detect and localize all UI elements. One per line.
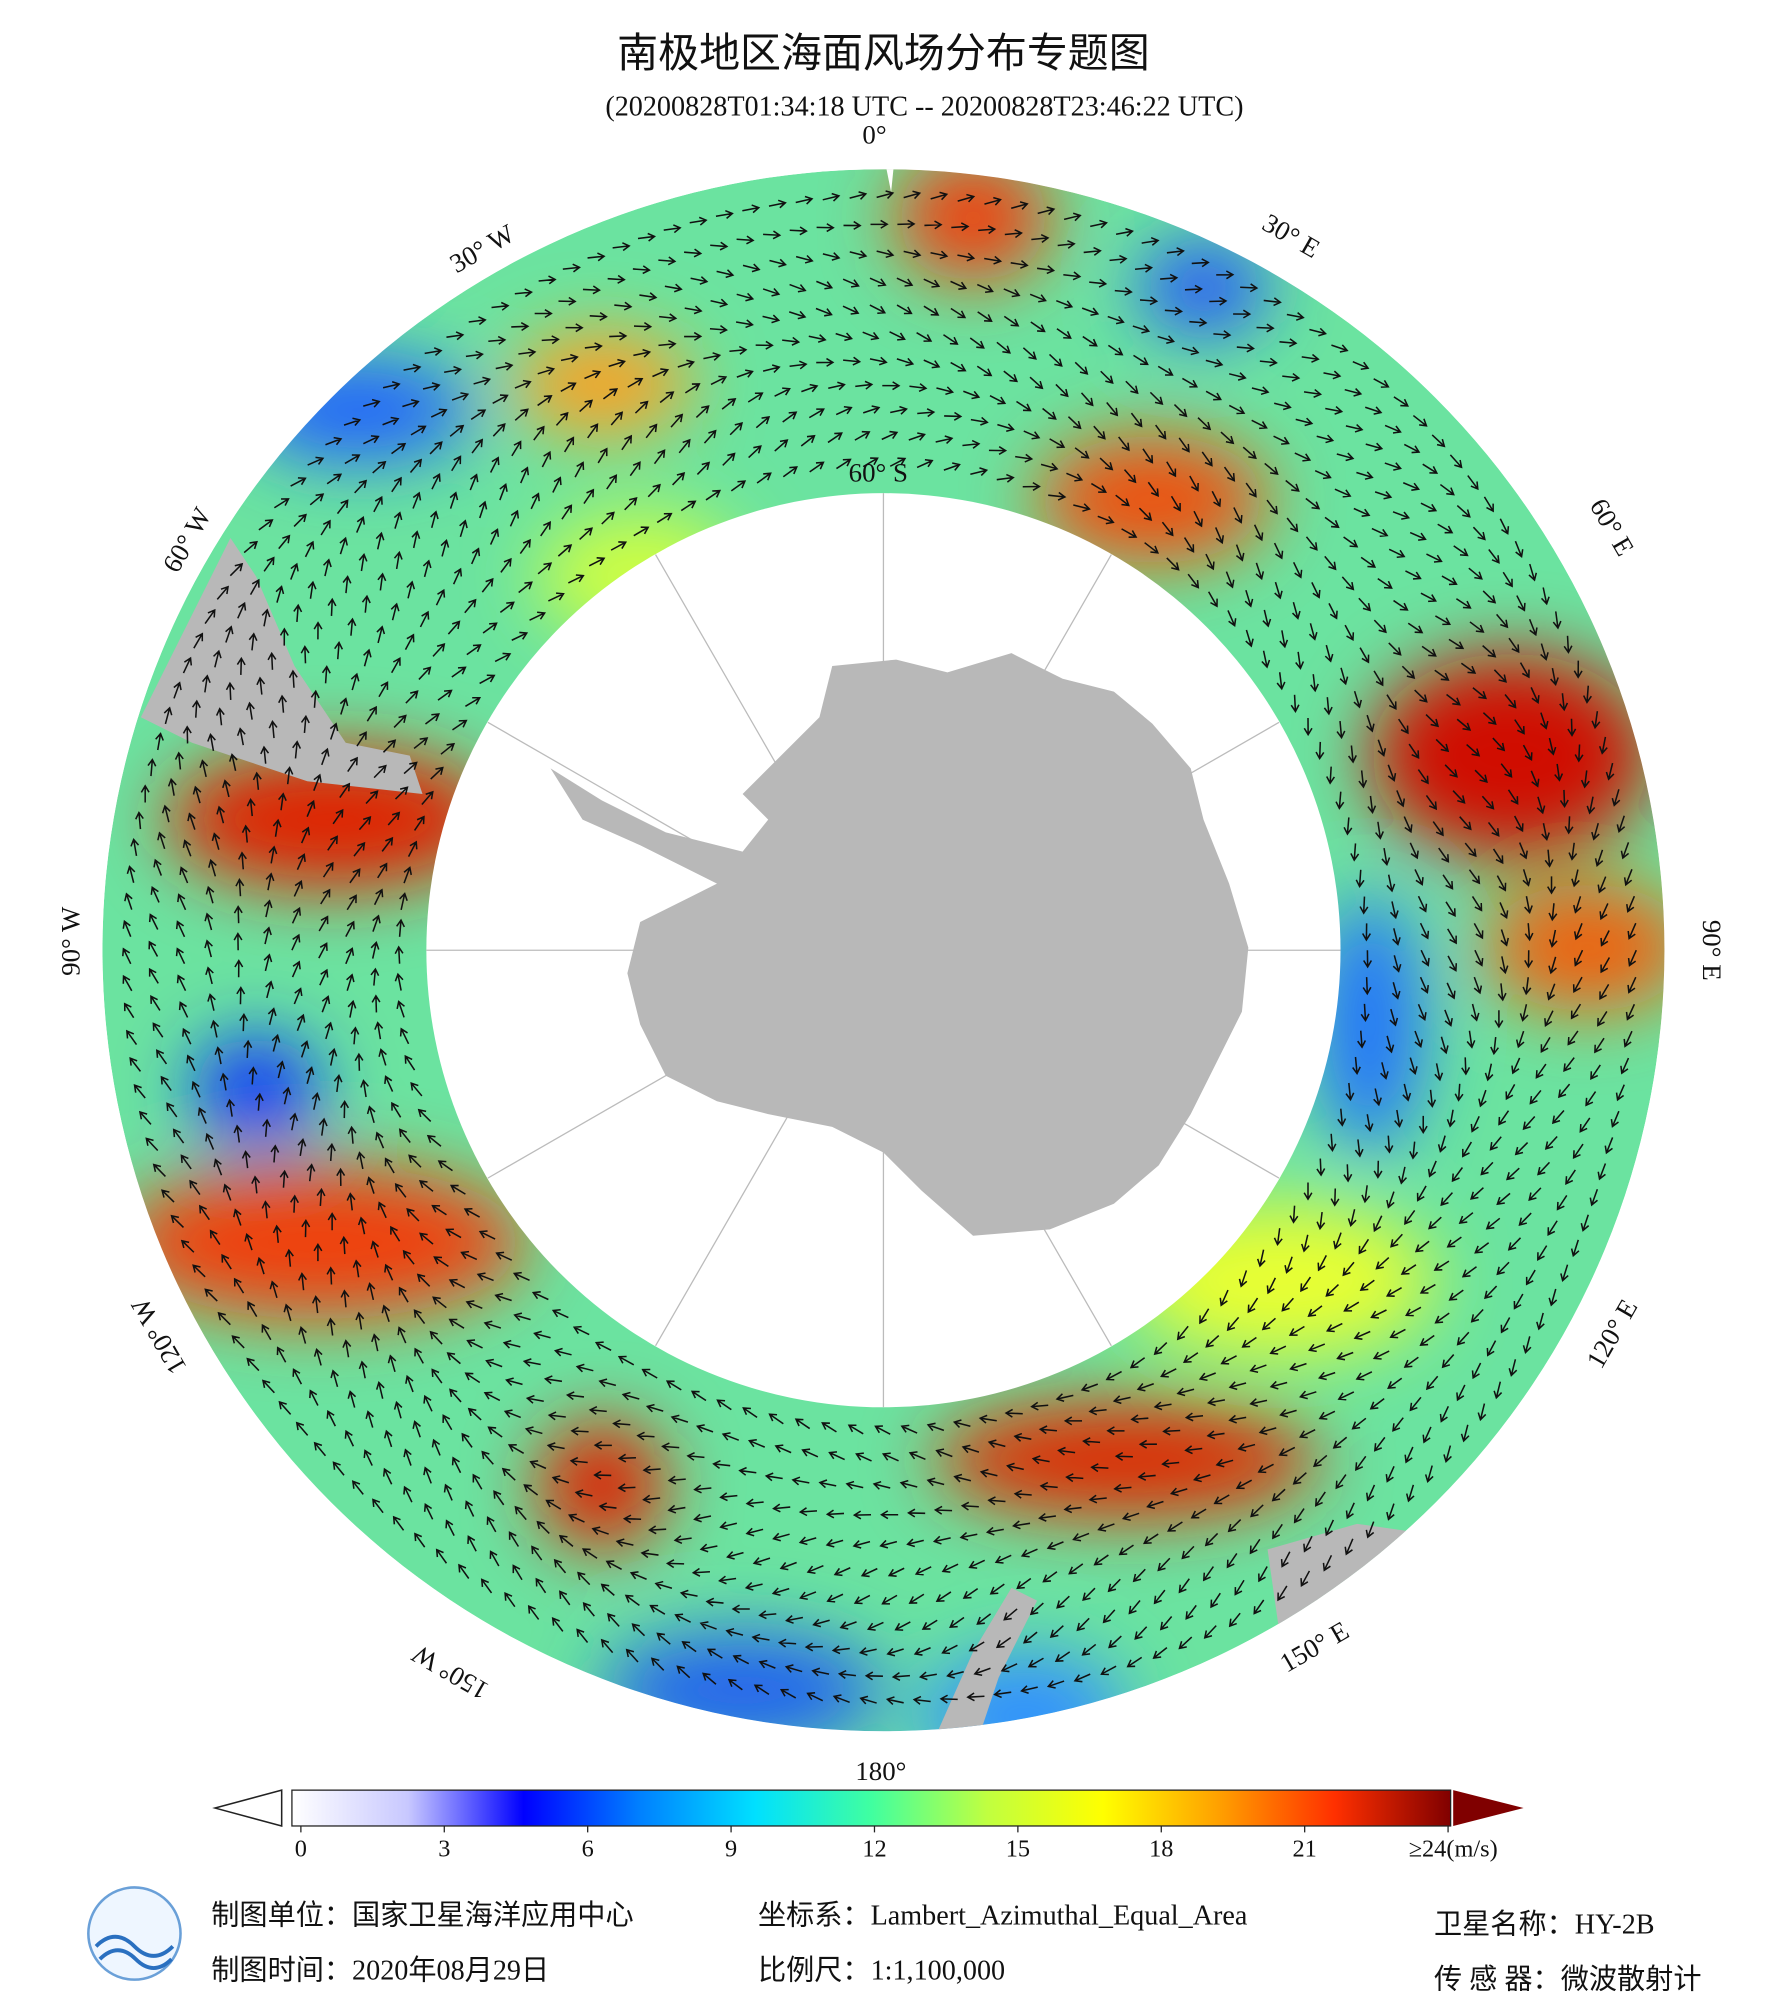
land [921,1523,1447,1732]
colorbar-tick-label: ≥24(m/s) [1409,1836,1498,1863]
colorbar-tick-label: 6 [582,1836,594,1863]
title: 南极地区海面风场分布专题图 [617,30,1150,76]
colorbar-tick-label: 12 [862,1836,886,1863]
colorbar-tick-label: 9 [725,1836,737,1863]
colorbar-tick-label: 0 [295,1836,307,1863]
footer-date: 制图时间：2020年08月29日 [211,1955,549,1987]
footer-sensor: 传 感 器：微波散射计 [1434,1964,1702,1996]
footer-projection: 坐标系：Lambert_Azimuthal_Equal_Area [758,1900,1248,1932]
wind-vectors [122,190,1637,1706]
logo [87,1886,182,1981]
longitude-label: 150° E [1275,1615,1354,1678]
latitude-label: 60° S [849,458,908,488]
colorbar: 0 3 6 9 12 15 18 21 ≥24(m/s) [212,1789,1524,1863]
longitude-label: 120° E [1580,1294,1643,1373]
footer-unit: 制图单位：国家卫星海洋应用中心 [211,1900,633,1932]
colorbar-under [212,1789,283,1827]
antarctica [550,653,1249,1236]
subtitle: (20200828T01:34:18 UTC -- 20200828T23:46… [605,91,1243,122]
longitude-label: 60° E [1584,493,1640,561]
colorbar-tick-label: 15 [1006,1836,1030,1863]
longitude-label: 150° W [406,1638,493,1706]
longitude-label: 120° W [125,1292,193,1379]
colorbar-tick-label: 18 [1149,1836,1173,1863]
longitude-label: 30° E [1257,207,1325,263]
footer-scale: 比例尺：1:1,100,000 [758,1955,1005,1987]
longitude-label: 90° E [1697,920,1727,981]
land [140,537,423,795]
longitude-label: 0° [862,120,886,150]
longitude-label: 90° W [55,906,85,976]
footer-satellite: 卫星名称：HY-2B [1434,1909,1655,1941]
colorbar-tick-label: 21 [1293,1836,1317,1863]
colorbar-tick-label: 3 [438,1836,450,1863]
colorbar-over [1453,1790,1524,1826]
colorbar-bar [291,1789,1452,1827]
longitude-label: 180° [855,1756,906,1786]
